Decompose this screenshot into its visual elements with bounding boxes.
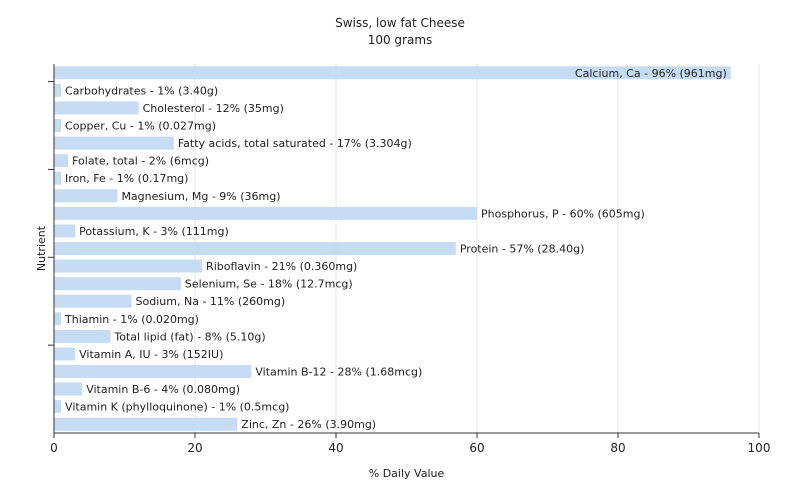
x-tick-label: 20 xyxy=(187,441,202,455)
bar xyxy=(54,136,174,150)
x-tick-label: 40 xyxy=(328,441,343,455)
bar xyxy=(54,329,111,343)
bar xyxy=(54,206,477,220)
bar-label: Copper, Cu - 1% (0.027mg) xyxy=(65,120,216,133)
bar xyxy=(54,119,62,132)
bar xyxy=(54,189,118,203)
chart-title: Swiss, low fat Cheese xyxy=(335,16,465,30)
bar-label: Phosphorus, P - 60% (605mg) xyxy=(481,207,645,220)
bar-label: Iron, Fe - 1% (0.17mg) xyxy=(65,172,188,185)
bar xyxy=(54,277,181,291)
bar xyxy=(54,365,252,378)
bar xyxy=(54,259,203,273)
bar-label: Zinc, Zn - 26% (3.90mg) xyxy=(241,418,376,431)
bar-label: Calcium, Ca - 96% (961mg) xyxy=(575,67,727,80)
bar xyxy=(54,382,83,396)
bar-label: Thiamin - 1% (0.020mg) xyxy=(64,313,199,326)
bar xyxy=(54,347,76,361)
bar-label: Vitamin A, IU - 3% (152IU) xyxy=(79,348,223,361)
y-axis-title: Nutrient xyxy=(35,225,48,271)
bar-label: Folate, total - 2% (6mcg) xyxy=(72,155,209,168)
bar-label: Sodium, Na - 11% (260mg) xyxy=(136,295,286,308)
bar xyxy=(54,294,132,308)
bar-label: Total lipid (fat) - 8% (5.10g) xyxy=(113,330,265,343)
x-tick-label: 100 xyxy=(748,441,771,455)
bar xyxy=(54,154,69,168)
x-tick-label: 0 xyxy=(50,441,58,455)
bar xyxy=(54,312,62,326)
bar-label: Riboflavin - 21% (0.360mg) xyxy=(206,260,357,273)
bar xyxy=(54,224,76,238)
bar-label: Protein - 57% (28.40g) xyxy=(460,243,585,256)
x-axis-title: % Daily Value xyxy=(369,467,445,480)
bar-label: Vitamin B-12 - 28% (1.68mcg) xyxy=(255,366,422,379)
bar-label: Selenium, Se - 18% (12.7mcg) xyxy=(185,278,353,291)
bar-label: Potassium, K - 3% (111mg) xyxy=(79,225,229,238)
bar-label: Vitamin K (phylloquinone) - 1% (0.5mcg) xyxy=(65,401,289,414)
bar xyxy=(54,66,731,80)
bar-label: Magnesium, Mg - 9% (36mg) xyxy=(121,190,280,203)
bar-label: Fatty acids, total saturated - 17% (3.30… xyxy=(178,137,412,150)
bar xyxy=(54,101,139,115)
bar xyxy=(54,83,62,97)
bar xyxy=(54,400,62,414)
chart-subtitle: 100 grams xyxy=(367,33,433,47)
bar-label: Vitamin B-6 - 4% (0.080mg) xyxy=(86,383,240,396)
bar-label: Cholesterol - 12% (35mg) xyxy=(143,102,284,115)
bar-label: Carbohydrates - 1% (3.40g) xyxy=(65,84,218,97)
bar xyxy=(54,417,238,431)
bar xyxy=(54,171,62,185)
x-tick-label: 60 xyxy=(469,441,484,455)
bar xyxy=(54,242,456,255)
x-tick-label: 80 xyxy=(610,441,625,455)
